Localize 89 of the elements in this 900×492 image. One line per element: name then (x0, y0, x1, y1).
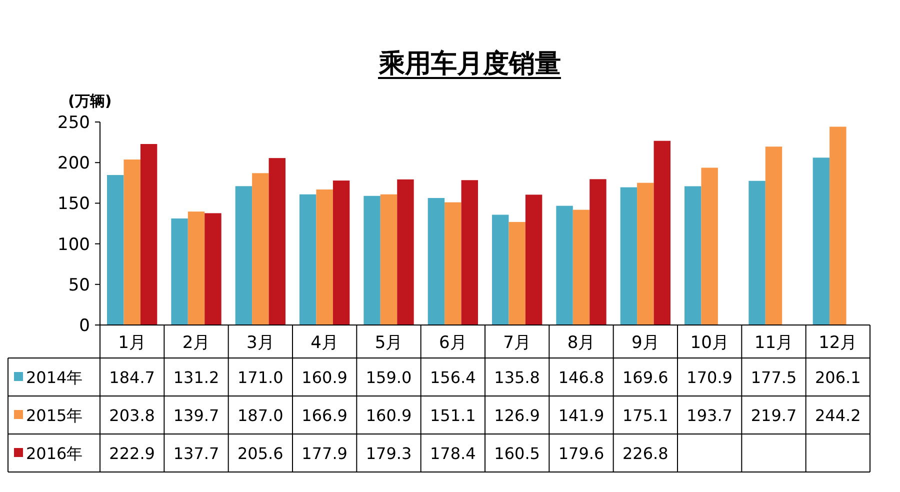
data-label: 177.9 (302, 444, 348, 463)
bar (188, 212, 205, 325)
data-label: 193.7 (686, 406, 732, 425)
data-label: 219.7 (750, 406, 797, 425)
data-label: 184.7 (109, 368, 155, 387)
y-tick-label: 0 (79, 316, 90, 336)
bar (830, 126, 846, 325)
data-label: 156.4 (430, 368, 476, 387)
x-tick-label: 11月 (754, 333, 794, 353)
x-tick-label: 10月 (690, 333, 729, 353)
bar (556, 206, 573, 325)
data-label: 139.7 (173, 406, 220, 425)
x-tick-label: 6月 (439, 333, 467, 353)
x-tick-label: 7月 (503, 333, 531, 353)
bar (525, 194, 542, 325)
x-tick-label: 1月 (118, 333, 146, 353)
bar (492, 214, 509, 325)
data-label: 171.0 (238, 368, 284, 387)
bar (812, 158, 830, 325)
bar (397, 179, 414, 325)
legend-label: 2016年 (26, 444, 83, 463)
data-label: 160.9 (366, 406, 412, 425)
bar (380, 194, 398, 325)
bar (124, 160, 140, 325)
data-label: 146.8 (558, 368, 604, 387)
data-label: 205.6 (238, 444, 284, 463)
bar (171, 218, 188, 325)
data-label: 160.5 (494, 444, 540, 463)
data-label: 169.6 (622, 368, 668, 387)
bar (204, 213, 222, 325)
legend-label: 2014年 (26, 368, 83, 387)
data-label: 135.8 (494, 368, 540, 387)
data-label: 160.9 (302, 368, 348, 387)
bar (684, 186, 702, 325)
data-label: 141.9 (558, 406, 604, 425)
data-label: 131.2 (173, 368, 220, 387)
x-tick-label: 3月 (246, 333, 274, 353)
data-label: 226.8 (622, 444, 668, 463)
bar (428, 198, 445, 325)
data-label: 222.9 (109, 444, 155, 463)
data-label: 151.1 (430, 406, 476, 425)
bar (701, 168, 718, 325)
bar (107, 175, 124, 325)
bar (461, 180, 478, 325)
x-tick-label: 9月 (632, 333, 660, 353)
bar (235, 186, 252, 325)
data-label: 178.4 (430, 444, 476, 463)
bar (508, 222, 526, 325)
x-tick-label: 12月 (818, 333, 858, 353)
bar (252, 173, 269, 325)
bar (316, 189, 333, 325)
bar (300, 194, 316, 325)
y-tick-label: 50 (68, 275, 90, 296)
bar (268, 158, 286, 325)
x-tick-label: 4月 (310, 333, 338, 353)
bar (590, 179, 606, 325)
data-label: 203.8 (109, 406, 155, 425)
bar (140, 144, 158, 325)
data-label: 137.7 (173, 444, 220, 463)
data-label: 166.9 (302, 406, 348, 425)
x-tick-label: 5月 (374, 333, 403, 353)
data-label: 187.0 (238, 406, 284, 425)
data-label: 159.0 (366, 368, 412, 387)
x-tick-label: 2月 (182, 333, 210, 353)
bar (748, 180, 766, 325)
bar (620, 187, 638, 325)
data-label: 244.2 (815, 406, 861, 425)
bar (765, 146, 782, 325)
y-tick-label: 100 (58, 234, 90, 255)
data-label: 170.9 (686, 368, 732, 387)
bar (654, 140, 670, 325)
bar (332, 180, 350, 325)
data-label: 175.1 (622, 406, 668, 425)
data-label: 177.5 (750, 368, 797, 387)
bar (572, 210, 590, 325)
y-tick-label: 250 (58, 113, 90, 133)
y-tick-label: 150 (58, 194, 90, 214)
data-label: 179.6 (558, 444, 604, 463)
y-axis-title: (万辆) (68, 92, 112, 110)
data-label: 179.3 (366, 444, 412, 463)
data-label: 126.9 (494, 406, 540, 425)
legend-label: 2015年 (26, 406, 83, 425)
x-tick-label: 8月 (567, 333, 596, 353)
chart-title: 乘用车月度销量 (378, 49, 561, 79)
y-tick-label: 200 (58, 154, 90, 174)
bar (444, 202, 462, 325)
bar (637, 182, 654, 325)
data-label: 206.1 (815, 368, 861, 387)
bar (364, 196, 380, 325)
